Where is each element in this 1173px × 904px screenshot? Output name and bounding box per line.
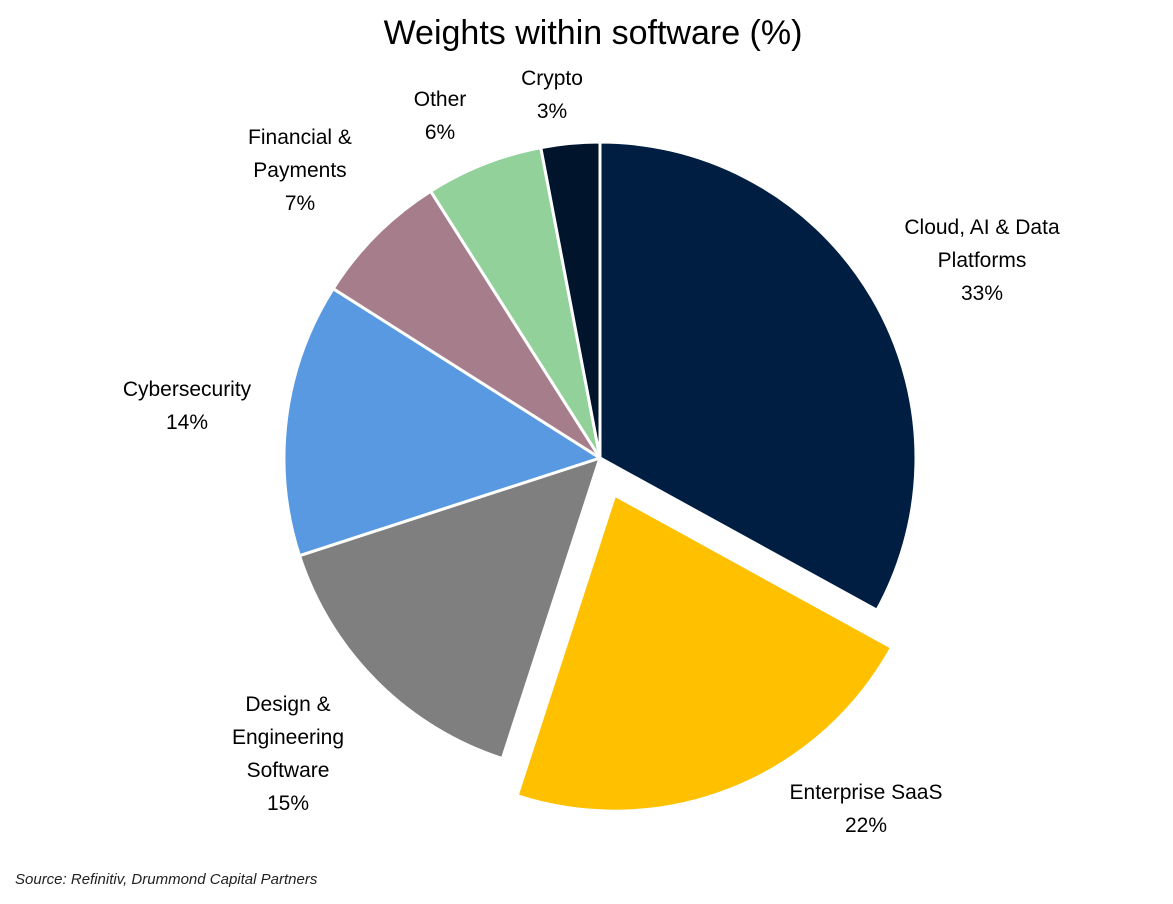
slice-label: Enterprise SaaS 22%	[790, 776, 943, 842]
slice-label: Design & Engineering Software 15%	[232, 688, 344, 820]
slice-label-value: 6%	[424, 121, 456, 144]
slice-label: Cybersecurity 14%	[123, 373, 251, 439]
slice-label: Crypto 3%	[521, 62, 583, 128]
slice-label-name: Other	[413, 88, 467, 111]
slice-label-value: 14%	[165, 411, 209, 434]
slice-label-name: Design & Engineering Software	[231, 693, 345, 782]
slice-label-name: Crypto	[521, 67, 583, 90]
slice-label-name: Cloud, AI & Data Platforms	[904, 216, 1060, 272]
pie-slice-cloud	[598, 140, 918, 612]
pie-slice-cybersecurity	[282, 287, 602, 558]
pie-slice-enterprise	[515, 493, 894, 813]
pie-slice-financial	[331, 189, 602, 460]
slice-label-name: Cybersecurity	[122, 378, 252, 401]
slice-label-value: 7%	[284, 192, 316, 215]
slice-label: Financial & Payments 7%	[248, 121, 352, 220]
slice-label-name: Financial & Payments	[248, 126, 352, 182]
slice-label-value: 22%	[844, 814, 888, 837]
source-note: Source: Refinitiv, Drummond Capital Part…	[15, 871, 318, 888]
pie-slice-other	[429, 146, 602, 460]
pie-slice-design	[297, 456, 602, 761]
slice-label-value: 33%	[960, 282, 1004, 305]
slice-label-value: 15%	[266, 792, 310, 815]
slice-label-value: 3%	[536, 100, 568, 123]
slice-label: Cloud, AI & Data Platforms 33%	[904, 211, 1059, 310]
slice-label-name: Enterprise SaaS	[789, 781, 943, 804]
chart-title: Weights within software (%)	[383, 14, 803, 52]
slice-label: Other 6%	[414, 83, 467, 149]
pie-slice-crypto	[539, 140, 602, 460]
